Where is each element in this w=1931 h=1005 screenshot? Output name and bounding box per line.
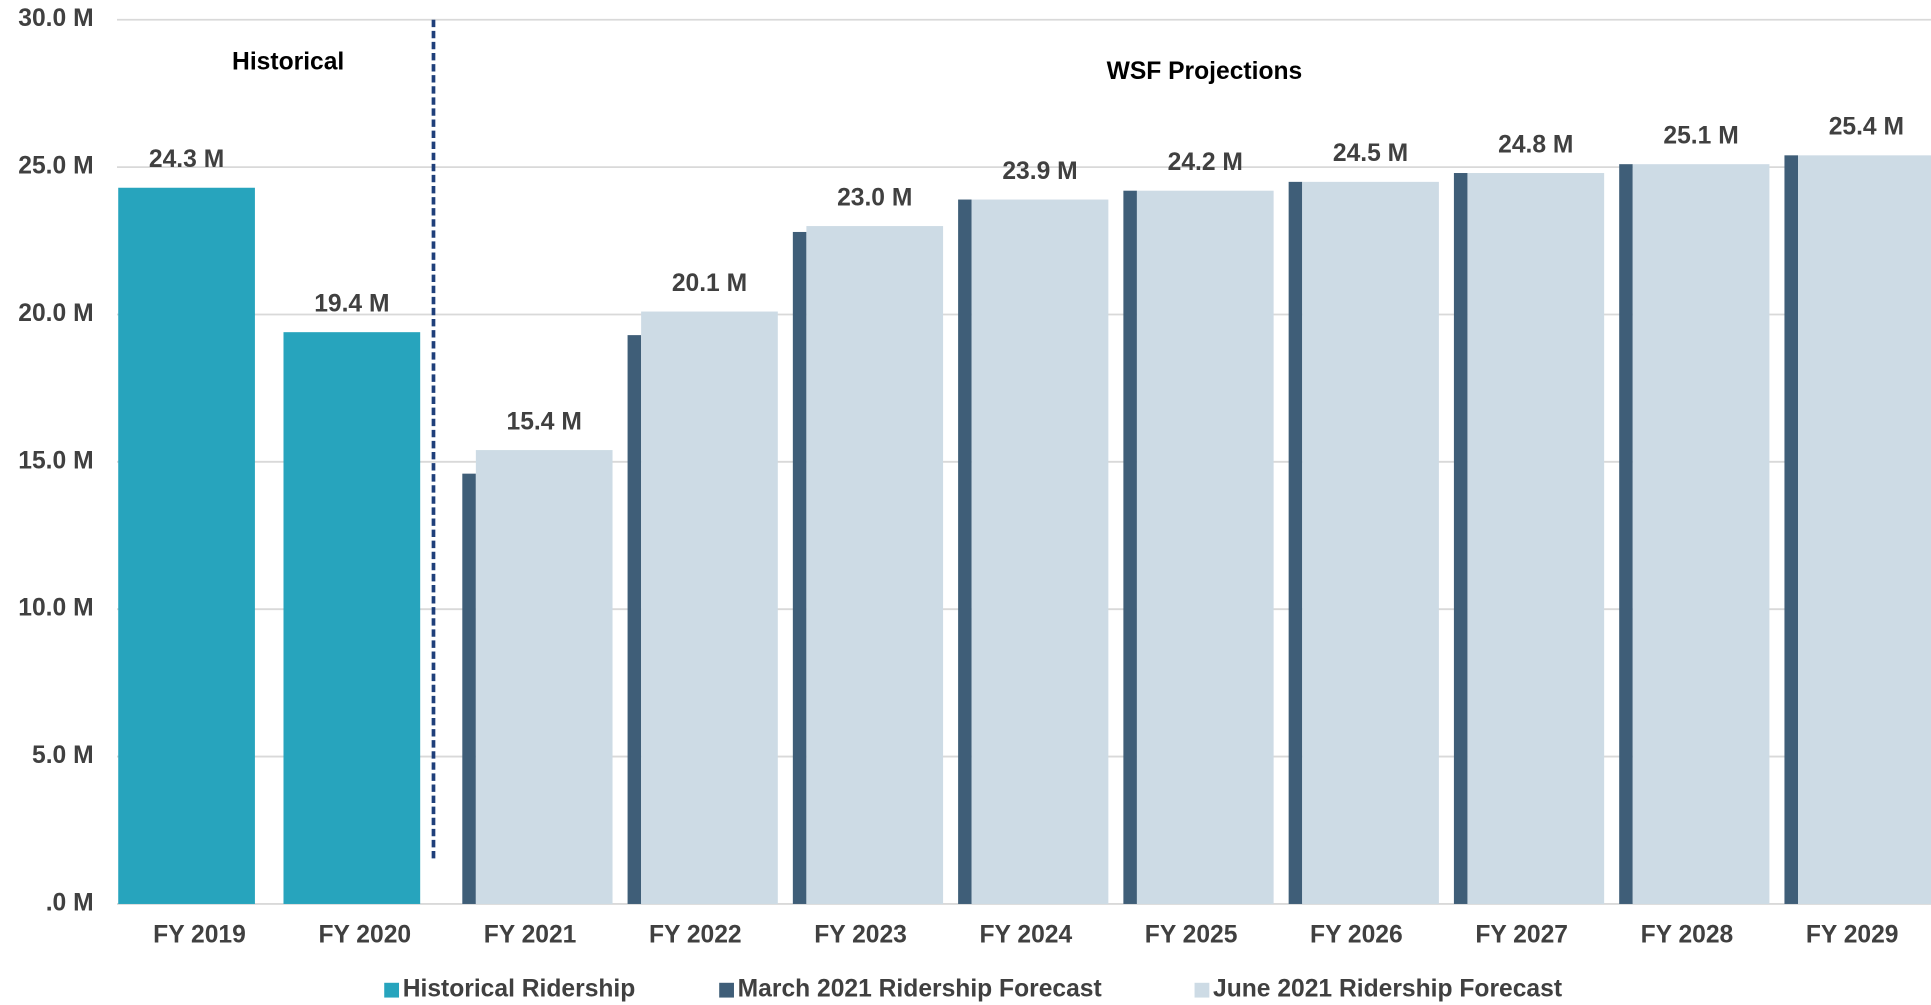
bar (806, 226, 944, 904)
data-label: 23.9 M (1002, 158, 1077, 185)
legend-swatch (1194, 982, 1210, 998)
bar (641, 311, 778, 904)
data-label: 24.8 M (1498, 131, 1573, 158)
data-label: 20.1 M (672, 270, 747, 297)
x-tick-label: FY 2019 (153, 921, 246, 948)
bar (971, 199, 1109, 904)
data-label: 24.3 M (149, 146, 224, 173)
annotation: Historical (232, 48, 344, 75)
bar (118, 187, 255, 904)
data-label: 25.4 M (1829, 114, 1904, 141)
bar (1467, 173, 1605, 904)
legend-label: March 2021 Ridership Forecast (738, 976, 1102, 1003)
bar (1302, 181, 1439, 904)
x-tick-label: FY 2025 (1145, 921, 1238, 948)
x-tick-label: FY 2020 (318, 921, 411, 948)
data-label: 15.4 M (507, 408, 582, 435)
bar (958, 199, 972, 904)
y-tick-label: 5.0 M (32, 742, 94, 769)
y-tick-label: 20.0 M (18, 300, 93, 327)
x-tick-label: FY 2023 (814, 921, 907, 948)
bar (1453, 173, 1468, 904)
bar (792, 231, 807, 904)
x-tick-label: FY 2022 (649, 921, 742, 948)
data-label: 24.2 M (1168, 149, 1243, 176)
bar (1632, 164, 1770, 904)
x-tick-label: FY 2029 (1806, 921, 1899, 948)
x-tick-label: FY 2021 (484, 921, 577, 948)
x-tick-label: FY 2026 (1310, 921, 1403, 948)
y-tick-label: 10.0 M (18, 595, 93, 622)
legend-swatch (719, 982, 734, 998)
x-tick-label: FY 2027 (1475, 921, 1568, 948)
legend-label: June 2021 Ridership Forecast (1213, 976, 1562, 1003)
bar (627, 335, 642, 904)
y-tick-label: 15.0 M (18, 447, 93, 474)
data-label: 25.1 M (1663, 123, 1738, 150)
data-label: 23.0 M (837, 184, 912, 211)
y-tick-label: .0 M (46, 889, 94, 916)
bar (1136, 190, 1274, 904)
bar (1123, 190, 1137, 904)
bar (1619, 164, 1633, 904)
bar (1784, 155, 1798, 904)
x-tick-label: FY 2024 (980, 921, 1073, 948)
y-tick-label: 25.0 M (18, 153, 93, 180)
legend-label: Historical Ridership (403, 976, 636, 1003)
x-tick-label: FY 2028 (1641, 921, 1734, 948)
bar (1797, 155, 1931, 904)
bar (462, 473, 476, 904)
y-tick-label: 30.0 M (18, 5, 93, 32)
bar (283, 332, 421, 904)
data-label: 24.5 M (1333, 140, 1408, 167)
annotation: WSF Projections (1107, 58, 1303, 85)
bar (1288, 181, 1303, 904)
data-label: 19.4 M (314, 291, 389, 318)
legend-swatch (384, 982, 400, 998)
bar (475, 450, 613, 904)
